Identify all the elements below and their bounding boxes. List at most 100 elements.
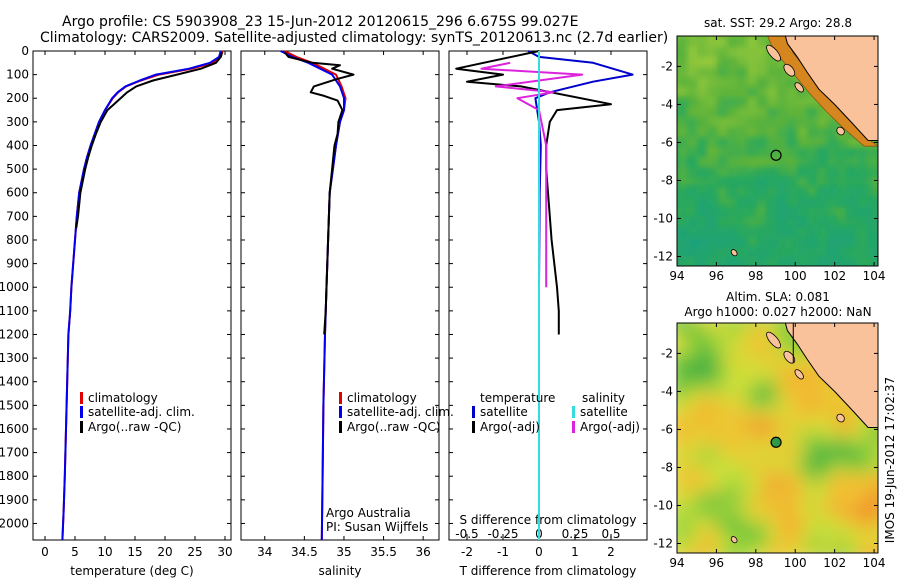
sla-map-island	[783, 350, 796, 364]
sst-map-lon-tick-label: 100	[784, 269, 807, 283]
sst-map-landmass	[784, 36, 878, 141]
salinity-legend-climatology-label: climatology	[347, 391, 417, 405]
salinity-axis-tick-label: 35.5	[370, 545, 397, 559]
salinity-axis-tick-label: 36	[416, 545, 431, 559]
sdiff-axis-label: S difference from climatology	[460, 513, 637, 527]
temperature-panel-frame	[32, 50, 232, 541]
sla-map-landmass	[784, 323, 878, 428]
sla-map-lon-tick-label: 96	[709, 556, 724, 570]
temperature-axis-tick-label: 20	[157, 545, 172, 559]
sst-map-island	[794, 82, 804, 93]
depth-tick-label: 1900	[0, 493, 29, 507]
sla-map-field	[677, 323, 878, 553]
salinity-axis-label: salinity	[318, 564, 361, 578]
sla-map-lon-tick-label: 98	[748, 556, 763, 570]
salinity-legend-argo-label: Argo(..raw -QC)	[347, 420, 440, 434]
sla-map-title: Altim. SLA: 0.081	[726, 290, 830, 304]
temperature-axis-label: temperature (deg C)	[70, 564, 193, 578]
tdiff-legend-argo-swatch	[472, 421, 475, 433]
sla-map-lat-tick-label: -2	[661, 346, 673, 360]
depth-tick-label: 100	[6, 68, 29, 82]
tdiff-axis-tick-label: -1	[497, 545, 509, 559]
sst-map-lat-tick-label: -2	[661, 59, 673, 73]
sdiff-tick-label: 0.5	[601, 527, 620, 541]
sla-map-island	[836, 413, 845, 423]
sla-map-lon-tick-label: 104	[863, 556, 886, 570]
depth-tick-label: 2000	[0, 516, 29, 530]
temperature-axis-tick-label: 30	[217, 545, 232, 559]
sdiff-tick-label: 0.25	[562, 527, 589, 541]
temperature-legend-satellite-label: satellite-adj. clim.	[88, 405, 195, 419]
sdiff-tick-label: -0.5	[455, 527, 478, 541]
sla-map-lat-tick-label: -10	[653, 498, 673, 512]
depth-tick-label: 1600	[0, 422, 29, 436]
temperature-satellite-line	[61, 50, 222, 541]
sst-map-island	[836, 126, 845, 136]
difference-legend-header-salinity: salinity	[582, 391, 625, 405]
sst-map-lat-tick-label: -12	[653, 249, 673, 263]
sla-map-lat-tick-label: -4	[661, 384, 673, 398]
sst-map-island	[783, 63, 796, 77]
annotation-argo-australia: Argo Australia	[326, 506, 411, 520]
sla-map-island	[794, 369, 804, 380]
annotation-pi: PI: Susan Wijffels	[326, 520, 428, 534]
temperature-axis-tick-label: 25	[187, 545, 202, 559]
temperature-axis-tick-label: 10	[97, 545, 112, 559]
sst-map-title: sat. SST: 29.2 Argo: 28.8	[704, 16, 852, 30]
salinity-legend-argo-swatch	[339, 421, 342, 433]
sdiff-legend-satellite-swatch	[572, 406, 575, 418]
sst-map-island	[766, 44, 781, 62]
sdiff-argo-line	[480, 61, 584, 288]
sst-map-lat-tick-label: -6	[661, 135, 673, 149]
temperature-axis-tick-label: 15	[127, 545, 142, 559]
salinity-axis-tick-label: 34.5	[291, 545, 318, 559]
side-timestamp: IMOS 19-Jun-2012 17:02:37	[883, 377, 897, 543]
sla-map-lon-tick-label: 100	[784, 556, 807, 570]
sdiff-legend-satellite-label: satellite	[580, 405, 628, 419]
sla-map-lat-tick-label: -6	[661, 422, 673, 436]
sdiff-legend-argo-label: Argo(-adj)	[580, 420, 640, 434]
temperature-axis-tick-label: 5	[71, 545, 79, 559]
sst-map-lon-tick-label: 102	[823, 269, 846, 283]
depth-tick-label: 1800	[0, 469, 29, 483]
tdiff-axis-tick-label: 0	[535, 545, 543, 559]
temperature-legend-satellite-swatch	[80, 406, 83, 418]
temperature-legend-climatology-label: climatology	[88, 391, 158, 405]
sst-map-lon-tick-label: 98	[748, 269, 763, 283]
sla-map-subtitle: Argo h1000: 0.027 h2000: NaN	[684, 305, 871, 319]
temperature-legend-argo-label: Argo(..raw -QC)	[88, 420, 181, 434]
sst-map-argo-position-marker	[770, 149, 782, 161]
sst-map-lon-tick-label: 96	[709, 269, 724, 283]
sla-map-island	[766, 331, 781, 349]
depth-tick-label: 400	[6, 138, 29, 152]
sla-map-lat-tick-label: -12	[653, 536, 673, 550]
temperature-legend-climatology-swatch	[80, 392, 83, 404]
depth-tick-label: 700	[6, 209, 29, 223]
tdiff-axis-label: T difference from climatology	[459, 564, 637, 578]
depth-tick-label: 1100	[0, 304, 29, 318]
salinity-legend-satellite-label: satellite-adj. clim.	[347, 405, 454, 419]
depth-tick-label: 300	[6, 115, 29, 129]
salinity-satellite-line	[280, 50, 345, 541]
sla-map-frame	[676, 322, 879, 554]
salinity-legend-satellite-swatch	[339, 406, 342, 418]
sdiff-legend-argo-swatch	[572, 421, 575, 433]
sst-map-lat-tick-label: -4	[661, 97, 673, 111]
tdiff-axis-tick-label: 1	[571, 545, 579, 559]
sst-map-lat-tick-label: -10	[653, 211, 673, 225]
depth-tick-label: 600	[6, 186, 29, 200]
depth-tick-label: 500	[6, 162, 29, 176]
salinity-argo-line	[283, 51, 355, 335]
temperature-legend-argo-swatch	[80, 421, 83, 433]
tdiff-legend-argo-label: Argo(-adj)	[480, 420, 540, 434]
depth-tick-label: 0	[21, 44, 29, 58]
tdiff-axis-tick-label: -2	[461, 545, 473, 559]
sst-map-lon-tick-label: 104	[863, 269, 886, 283]
temperature-axis-tick-label: 0	[41, 545, 49, 559]
sst-map-island	[730, 249, 738, 257]
depth-tick-label: 1700	[0, 446, 29, 460]
sla-map-lon-tick-label: 102	[823, 556, 846, 570]
header-line-1: Argo profile: CS 5903908_23 15-Jun-2012 …	[62, 14, 578, 30]
depth-tick-label: 800	[6, 233, 29, 247]
salinity-legend-climatology-swatch	[339, 392, 342, 404]
